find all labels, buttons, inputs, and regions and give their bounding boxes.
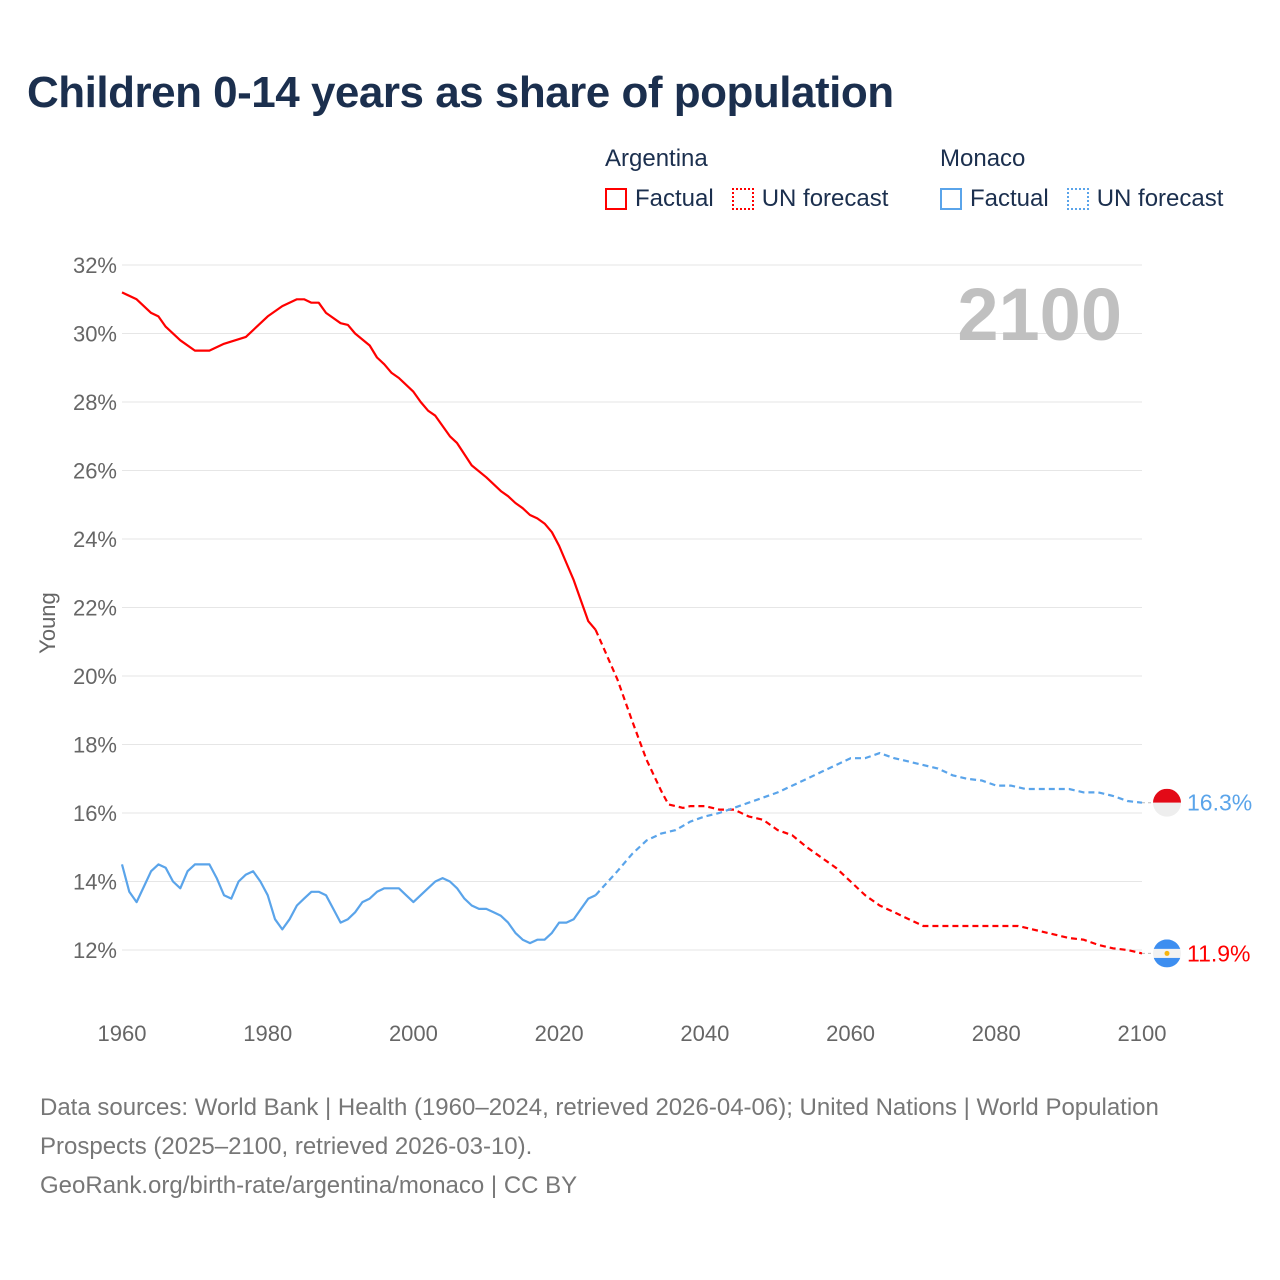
y-tick-label: 18% (73, 733, 117, 758)
legend-swatch-solid (940, 188, 962, 210)
x-tick-label: 2020 (535, 1021, 584, 1046)
y-tick-label: 26% (73, 459, 117, 484)
source-link[interactable]: GeoRank.org/birth-rate/argentina/monaco … (40, 1172, 578, 1199)
argentina-flag-icon (1153, 939, 1181, 968)
legend-argentina-forecast[interactable]: UN forecast (731, 185, 889, 213)
legend-label: Factual (635, 185, 714, 212)
y-tick-label: 16% (73, 801, 117, 826)
y-tick-label: 28% (73, 390, 117, 415)
y-tick-label: 14% (73, 870, 117, 895)
legend-label: UN forecast (1096, 185, 1224, 212)
argentina-factual-line (121, 291, 597, 631)
legend-swatch-solid (605, 188, 627, 210)
legend-argentina-factual[interactable]: Factual (605, 185, 714, 213)
x-tick-label: 2000 (389, 1021, 438, 1046)
x-tick-label: 2060 (826, 1021, 875, 1046)
legend-swatch-dotted (1066, 188, 1089, 210)
year-label: 2100 (957, 273, 1122, 356)
legend-monaco-forecast[interactable]: UN forecast (1066, 185, 1224, 213)
y-tick-label: 30% (73, 322, 117, 347)
legend-monaco-title: Monaco (940, 145, 1026, 172)
monaco-factual-line (120, 863, 597, 945)
y-tick-label: 12% (73, 938, 117, 963)
y-tick-label: 22% (73, 596, 117, 621)
data-sources: Data sources: World Bank | Health (1960–… (40, 1094, 1159, 1160)
legend-label: Factual (970, 185, 1049, 212)
x-tick-label: 1980 (243, 1021, 292, 1046)
argentina-forecast-line (594, 629, 1143, 955)
argentina-end-label: 11.9% (1187, 940, 1251, 966)
legend-argentina: Argentina Factual UN forecast (605, 145, 906, 213)
legend-monaco: Monaco Factual UN forecast (940, 145, 1241, 213)
x-tick-label: 2100 (1118, 1021, 1167, 1046)
legend-label: UN forecast (761, 185, 889, 212)
monaco-flag-icon (1153, 788, 1181, 817)
y-tick-label: 24% (73, 527, 117, 552)
monaco-end-label: 16.3% (1187, 790, 1252, 816)
x-tick-label: 2080 (972, 1021, 1021, 1046)
chart-title: Children 0-14 years as share of populati… (27, 68, 894, 117)
monaco-forecast-line (594, 751, 1143, 896)
y-tick-label: 32% (73, 253, 117, 278)
footer: Data sources: World Bank | Health (1960–… (40, 1088, 1160, 1205)
y-axis-label: Young (35, 592, 60, 654)
x-tick-label: 2040 (680, 1021, 729, 1046)
x-tick-label: 1960 (98, 1021, 147, 1046)
legend-monaco-factual[interactable]: Factual (940, 185, 1049, 213)
legend-argentina-title: Argentina (605, 145, 708, 172)
chart-plot: 32% 30% 28% 26% 24% 22% 20% 18% 16% 14% 12% 1960 198… (73, 253, 1252, 1046)
legend-swatch-dotted (731, 188, 754, 210)
y-tick-label: 20% (73, 664, 117, 689)
